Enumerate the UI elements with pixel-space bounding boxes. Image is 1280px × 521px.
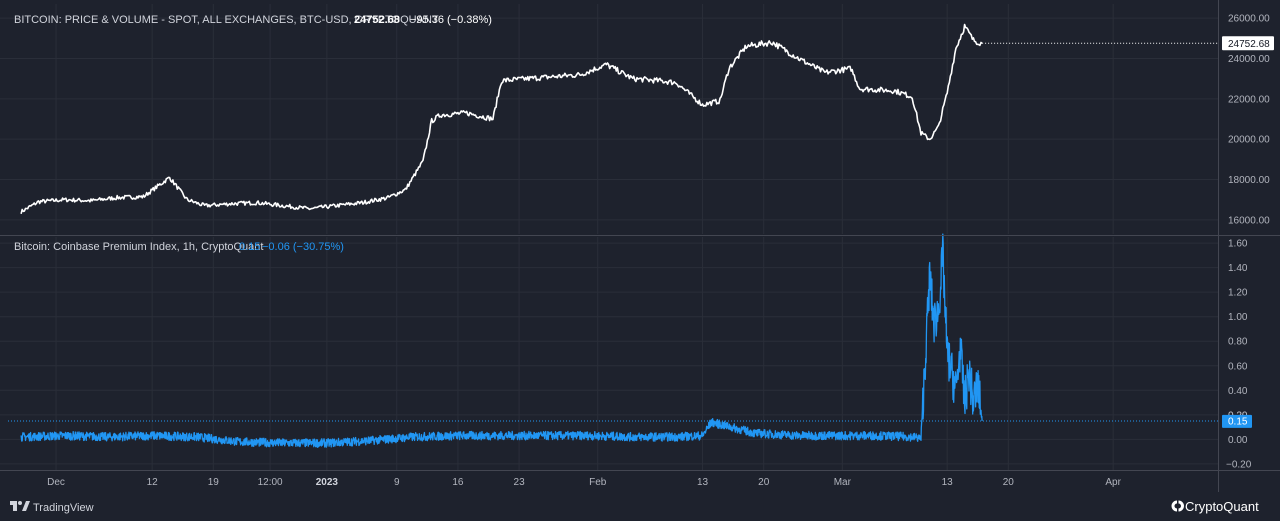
premium-chart xyxy=(8,233,1218,448)
premium-legend-value: 0.15 xyxy=(239,241,260,253)
price-y-tick-label: 22000.00 xyxy=(1228,94,1270,105)
x-tick-label: 20 xyxy=(758,477,770,488)
premium-last-tag: 0.15 xyxy=(1222,414,1252,428)
cryptoquant-label: CryptoQuant xyxy=(1185,499,1259,514)
tradingview-logo-icon xyxy=(10,501,30,511)
premium-y-tick-label: 1.00 xyxy=(1228,312,1248,323)
premium-y-tick-label: 1.20 xyxy=(1228,288,1248,299)
price-y-tick-label: 26000.00 xyxy=(1228,14,1270,25)
x-tick-label: 23 xyxy=(514,477,526,488)
price-last-tag: 24752.68 xyxy=(1222,36,1274,51)
x-tick-label: 13 xyxy=(697,477,709,488)
grid xyxy=(0,4,1218,470)
price-last-tag-label: 24752.68 xyxy=(1228,39,1270,50)
cryptoquant-logo-icon xyxy=(1171,500,1184,512)
premium-y-tick-label: 1.40 xyxy=(1228,263,1248,274)
x-tick-label: 16 xyxy=(452,477,464,488)
price-chart xyxy=(20,23,1218,214)
premium-last-tag-label: 0.15 xyxy=(1228,416,1248,427)
premium-y-tick-label: 0.40 xyxy=(1228,386,1248,397)
premium-y-tick-label: 0.00 xyxy=(1228,435,1248,446)
price-legend-value: 24752.68 xyxy=(354,14,400,26)
premium-y-tick-label: 1.60 xyxy=(1228,239,1248,250)
x-tick-label: 2023 xyxy=(316,477,339,488)
price-y-tick-label: 20000.00 xyxy=(1228,135,1270,146)
price-legend-title: BITCOIN: PRICE & VOLUME - SPOT, ALL EXCH… xyxy=(14,14,439,26)
tradingview-label: TradingView xyxy=(33,502,94,514)
x-tick-label: Dec xyxy=(47,477,65,488)
x-tick-label: Apr xyxy=(1105,477,1121,488)
premium-legend-title: Bitcoin: Coinbase Premium Index, 1h, Cry… xyxy=(14,241,263,253)
x-tick-label: 20 xyxy=(1003,477,1015,488)
x-tick-label: 12:00 xyxy=(258,477,283,488)
premium-y-tick-label: 0.80 xyxy=(1228,337,1248,348)
x-tick-label: 9 xyxy=(394,477,400,488)
cryptoquant-logo[interactable]: CryptoQuant xyxy=(1171,499,1260,514)
premium-legend-change: −0.06 (−30.75%) xyxy=(262,241,344,253)
x-tick-label: 13 xyxy=(942,477,954,488)
price-series-line xyxy=(20,23,983,214)
x-tick-label: 19 xyxy=(208,477,220,488)
x-tick-label: Mar xyxy=(834,477,852,488)
price-legend-change: −95.36 (−0.38%) xyxy=(410,14,492,26)
x-tick-label: Feb xyxy=(589,477,607,488)
premium-y-tick-label: −0.20 xyxy=(1226,459,1252,470)
premium-series-line xyxy=(20,233,983,448)
price-y-tick-label: 16000.00 xyxy=(1228,215,1270,226)
x-tick-label: 12 xyxy=(147,477,159,488)
price-y-tick-label: 24000.00 xyxy=(1228,54,1270,65)
price-y-tick-label: 18000.00 xyxy=(1228,175,1270,186)
tradingview-logo[interactable]: TradingView xyxy=(10,501,94,514)
premium-y-tick-label: 0.60 xyxy=(1228,361,1248,372)
